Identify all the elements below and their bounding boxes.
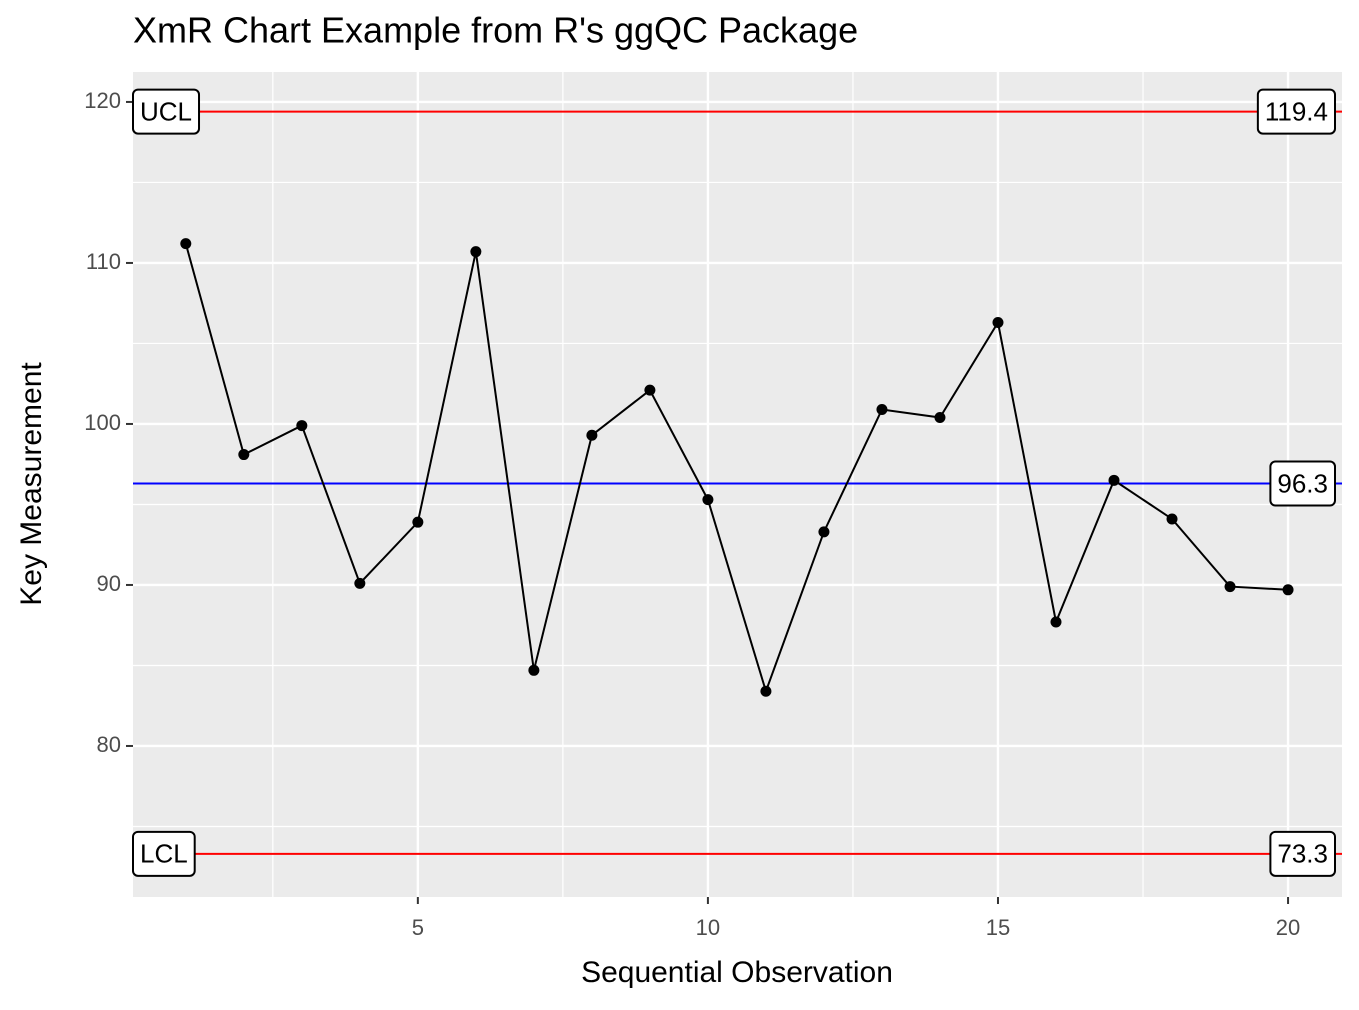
point — [586, 429, 598, 441]
control-value-label: 73.3 — [1277, 839, 1328, 869]
x-axis-title: Sequential Observation — [581, 956, 893, 989]
y-tick-label: 110 — [86, 249, 121, 274]
y-tick-label: 100 — [84, 410, 121, 435]
point — [644, 384, 656, 396]
point — [470, 246, 482, 258]
x-tick-label: 20 — [1276, 915, 1300, 940]
point — [760, 685, 772, 697]
point — [934, 412, 946, 424]
point — [818, 526, 830, 538]
control-name-label: LCL — [140, 839, 188, 869]
label-box — [132, 830, 196, 877]
series-line — [184, 243, 1289, 695]
point — [702, 494, 714, 506]
point — [1224, 581, 1236, 593]
point — [238, 449, 250, 461]
point — [1282, 584, 1294, 596]
control-value-label: 119.4 — [1265, 96, 1328, 126]
x-tick-label: 10 — [696, 915, 720, 940]
control-value-label: 96.3 — [1277, 468, 1328, 498]
point — [876, 403, 888, 415]
y-tick-label: 90 — [97, 571, 121, 596]
point — [528, 664, 540, 676]
x-tick-label: 5 — [412, 915, 424, 940]
point — [1050, 616, 1062, 628]
point — [354, 577, 366, 589]
point — [1166, 513, 1178, 525]
y-axis-title: Key Measurement — [15, 362, 48, 606]
control-name-label: UCL — [140, 96, 192, 126]
label-box — [1269, 460, 1336, 507]
label-box — [1269, 830, 1336, 877]
point — [1108, 474, 1120, 486]
point — [180, 238, 192, 250]
y-tick-label: 120 — [84, 88, 121, 113]
chart-title: XmR Chart Example from R's ggQC Package — [133, 10, 858, 51]
label-box — [1256, 88, 1336, 135]
x-tick-label: 15 — [986, 915, 1010, 940]
y-tick-label: 80 — [97, 732, 121, 757]
point — [296, 420, 308, 432]
label-box — [132, 88, 201, 135]
point — [992, 317, 1004, 329]
point — [412, 516, 424, 528]
